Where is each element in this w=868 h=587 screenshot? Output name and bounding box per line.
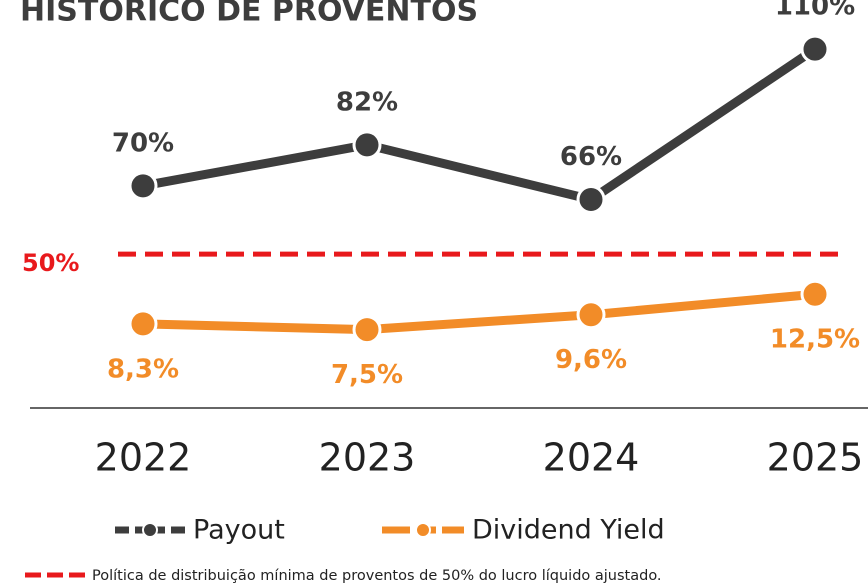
x-tick-label: 2024 bbox=[543, 436, 640, 480]
note: Política de distribuição mínima de prove… bbox=[92, 568, 662, 584]
point bbox=[800, 34, 830, 64]
point bbox=[352, 130, 382, 160]
point bbox=[352, 315, 382, 345]
point bbox=[128, 171, 158, 201]
data-label: 7,5% bbox=[331, 360, 403, 390]
point bbox=[128, 309, 158, 339]
chart-title: HISTÓRICO DE PROVENTOS bbox=[20, 0, 478, 29]
data-label: 66% bbox=[560, 142, 622, 172]
legend-marker bbox=[142, 522, 158, 538]
point bbox=[576, 185, 606, 214]
point bbox=[576, 300, 606, 330]
legend-marker bbox=[415, 522, 431, 538]
data-label: 110% bbox=[775, 0, 855, 22]
reference-label: 50% bbox=[22, 249, 79, 277]
legend-label: Payout bbox=[193, 515, 285, 546]
data-label: 9,6% bbox=[555, 345, 627, 375]
data-label: 8,3% bbox=[107, 354, 179, 384]
data-label: 70% bbox=[112, 128, 174, 158]
data-label: 12,5% bbox=[770, 325, 860, 355]
x-tick-label: 2025 bbox=[767, 436, 864, 480]
series-line bbox=[142, 45, 818, 204]
legend-label: Dividend Yield bbox=[472, 515, 665, 546]
data-label: 82% bbox=[336, 87, 398, 117]
x-tick-label: 2023 bbox=[319, 436, 416, 480]
point bbox=[800, 279, 830, 309]
series-line bbox=[142, 289, 816, 335]
x-tick-label: 2022 bbox=[95, 436, 192, 480]
